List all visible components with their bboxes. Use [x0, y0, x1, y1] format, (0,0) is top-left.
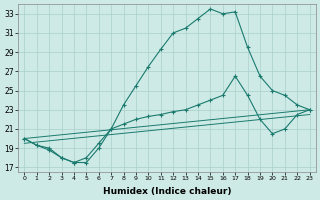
X-axis label: Humidex (Indice chaleur): Humidex (Indice chaleur) — [103, 187, 231, 196]
